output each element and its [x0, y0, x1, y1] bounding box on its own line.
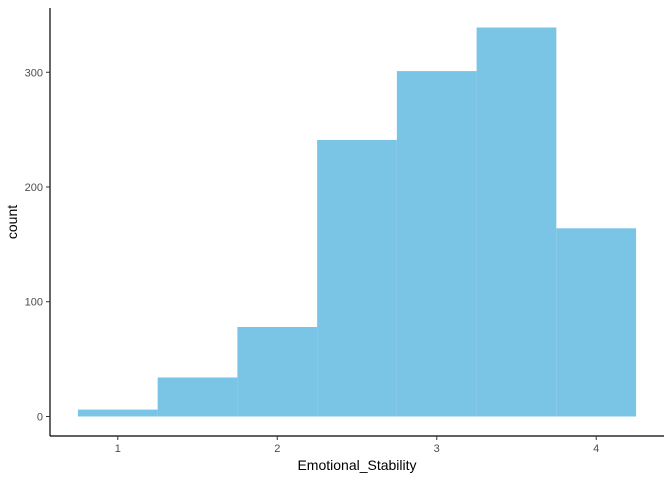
- x-tick-label: 1: [115, 443, 121, 455]
- x-ticks: 1 2 3 4: [115, 436, 599, 455]
- y-tick-label: 300: [25, 67, 43, 79]
- histogram-bar-5: [396, 71, 477, 417]
- histogram-bar-7: [556, 228, 637, 417]
- histogram-bar-1: [77, 409, 158, 417]
- y-tick-label: 100: [25, 297, 43, 309]
- histogram-bar-2: [157, 377, 238, 417]
- x-axis-title: Emotional_Stability: [297, 457, 416, 473]
- histogram-bar-6: [476, 27, 557, 417]
- y-tick-label: 200: [25, 182, 43, 194]
- y-tick-label: 0: [37, 411, 43, 423]
- histogram-bar-4: [317, 139, 397, 417]
- histogram-bar-3: [237, 326, 318, 417]
- histogram-bars: [77, 27, 637, 417]
- y-ticks: 0 100 200 300: [25, 67, 50, 423]
- x-tick-label: 2: [274, 443, 280, 455]
- x-tick-label: 4: [593, 443, 599, 455]
- axes: [49, 8, 664, 437]
- y-axis-title: count: [4, 205, 20, 239]
- x-tick-label: 3: [434, 443, 440, 455]
